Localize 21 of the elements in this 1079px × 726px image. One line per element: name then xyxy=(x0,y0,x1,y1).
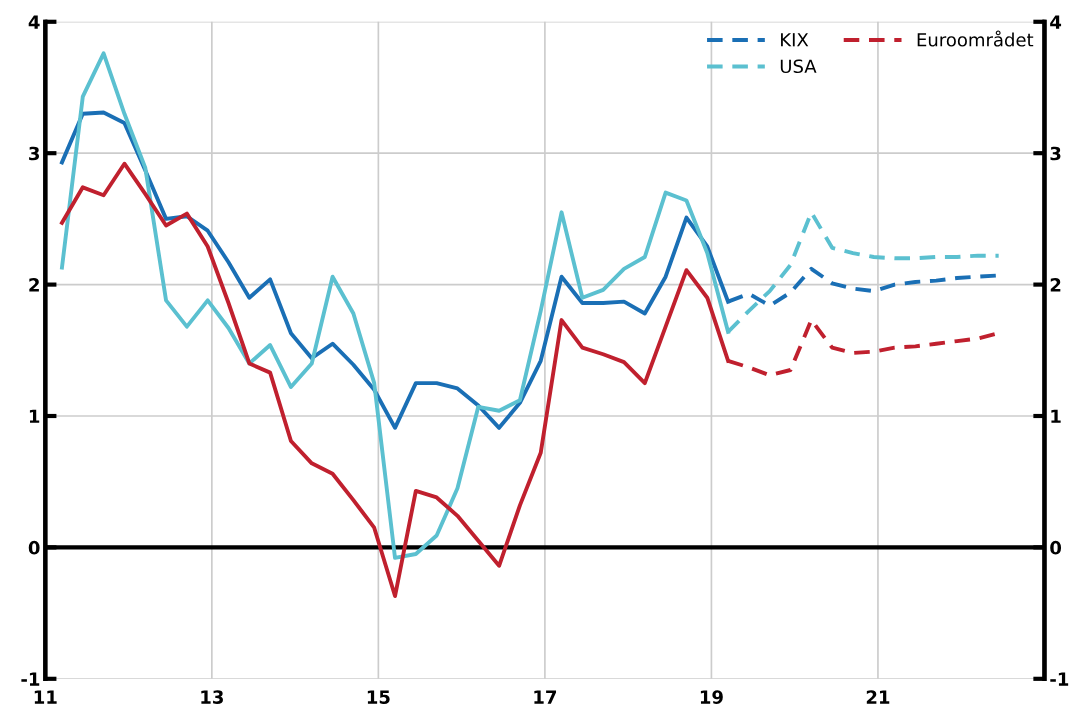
legend-label: USA xyxy=(780,59,817,74)
y-tick-label: 0 xyxy=(28,540,40,555)
y2-tick-label: 4 xyxy=(1050,15,1062,29)
y2-tick-label: -1 xyxy=(1050,672,1069,686)
y2-tick-label: 3 xyxy=(1050,146,1061,161)
y2-tick-label: 2 xyxy=(1050,278,1061,292)
y-tick-label: 1 xyxy=(29,409,40,423)
x-tick-label: 21 xyxy=(866,690,890,704)
x-tick-label: 13 xyxy=(201,690,223,704)
x-tick-label: 19 xyxy=(700,690,723,704)
y2-tick-label: 0 xyxy=(1050,540,1062,555)
x-tick-label: 17 xyxy=(534,690,557,704)
legend-label: Euroområdet xyxy=(917,30,1034,47)
legend-label: KIX xyxy=(781,33,809,47)
y-tick-label: 3 xyxy=(29,146,40,161)
x-tick-label: 15 xyxy=(367,690,390,704)
y-tick-label: 4 xyxy=(28,15,40,29)
x-tick-label: 11 xyxy=(34,690,57,704)
y2-tick-label: 1 xyxy=(1051,409,1061,423)
y-tick-label: 2 xyxy=(29,278,39,292)
y-tick-label: -1 xyxy=(21,672,40,686)
